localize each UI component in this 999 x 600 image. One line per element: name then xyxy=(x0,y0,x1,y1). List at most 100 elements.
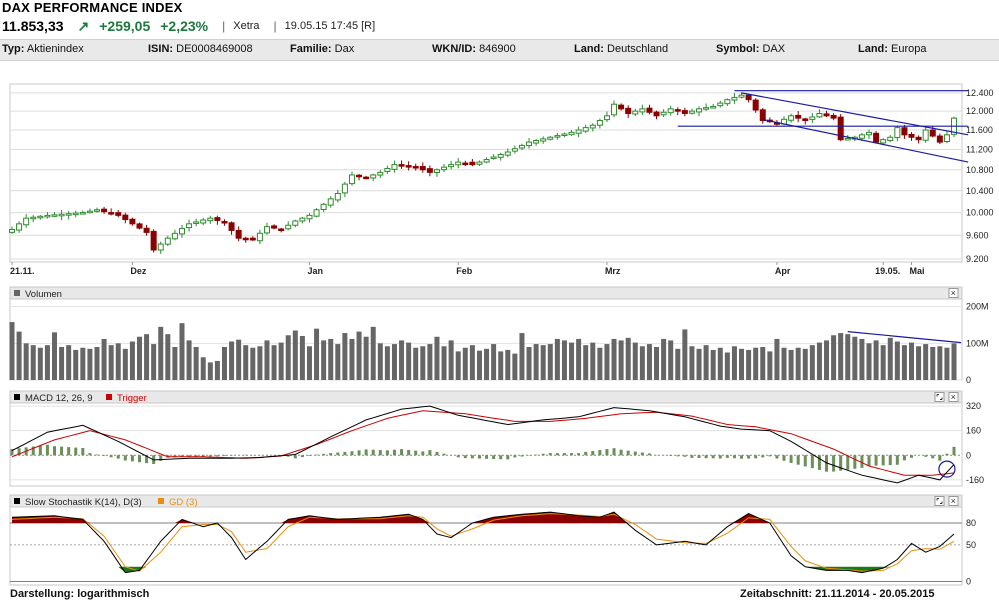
macd-histogram-bar xyxy=(421,451,425,456)
volume-bar xyxy=(654,347,660,380)
volume-bar xyxy=(455,351,461,380)
macd-close-button xyxy=(948,392,959,402)
macd-histogram-bar xyxy=(88,453,92,456)
candle-body xyxy=(186,223,193,229)
macd-histogram-bar xyxy=(499,455,503,460)
candle-body xyxy=(688,110,695,114)
volume-bar xyxy=(590,342,596,380)
candle-body xyxy=(157,243,164,251)
volume-bar xyxy=(37,347,43,380)
candle-body xyxy=(625,107,632,114)
info-country: Land: Deutschland xyxy=(574,43,669,55)
macd-histogram-bar xyxy=(683,455,687,457)
macd-histogram-bar xyxy=(463,455,467,459)
macd-histogram-bar xyxy=(832,455,836,472)
volume-bar xyxy=(158,326,164,380)
macd-histogram-bar xyxy=(145,455,149,464)
index-title: DAX PERFORMANCE INDEX xyxy=(2,0,183,15)
candle-body xyxy=(795,114,802,119)
macd-histogram-bar xyxy=(322,453,326,456)
stoch-y-tick: 0 xyxy=(966,576,971,586)
candle-body xyxy=(469,161,476,166)
volume-bar xyxy=(129,341,135,380)
candle-body xyxy=(596,119,603,126)
candle-body xyxy=(391,164,398,170)
macd-histogram-bar xyxy=(385,450,389,456)
macd-histogram-bar xyxy=(286,455,290,457)
macd-histogram-bar xyxy=(109,455,113,458)
macd-histogram-bar xyxy=(187,455,191,457)
candle-body xyxy=(58,213,65,217)
price-y-tick: 9.600 xyxy=(966,230,989,240)
volume-bar xyxy=(901,345,907,380)
candle-body xyxy=(554,135,561,138)
candle-body xyxy=(887,136,894,142)
macd-histogram-bar xyxy=(570,453,574,456)
candle-body xyxy=(844,137,851,141)
volume-bar xyxy=(243,345,249,380)
candle-body xyxy=(936,135,943,143)
macd-histogram-bar xyxy=(761,455,765,458)
volume-bar xyxy=(285,335,291,380)
macd-histogram-bar xyxy=(392,449,396,456)
macd-panel xyxy=(9,390,963,487)
candle-body xyxy=(894,127,901,138)
candle-body xyxy=(880,139,887,144)
volume-bar xyxy=(23,343,29,380)
candle-body xyxy=(575,129,582,134)
macd-histogram-bar xyxy=(803,455,807,467)
candle-body xyxy=(405,165,412,168)
macd-y-tick: 160 xyxy=(966,426,981,436)
candle-body xyxy=(93,209,100,212)
candle-body xyxy=(533,139,540,144)
quote-line: 11.853,33 ↗ +259,05 +2,23% | Xetra | 19.… xyxy=(2,17,375,35)
macd-histogram-bar xyxy=(825,455,829,472)
price-y-tick: 10.400 xyxy=(966,186,994,196)
macd-histogram-bar xyxy=(860,455,864,468)
candle-body xyxy=(518,144,525,149)
candle-body xyxy=(419,166,426,171)
macd-histogram-bar xyxy=(704,455,708,459)
macd-histogram-bar xyxy=(17,448,21,456)
volume-bar xyxy=(306,346,312,380)
macd-histogram-bar xyxy=(180,455,184,458)
change-percent: +2,23% xyxy=(160,18,209,34)
candle-body xyxy=(858,134,865,139)
volume-bar xyxy=(618,340,624,380)
volume-bar xyxy=(200,357,206,380)
candle-body xyxy=(115,212,122,216)
price-y-tick: 10.800 xyxy=(966,165,994,175)
volume-bar xyxy=(724,352,730,380)
candle-body xyxy=(178,228,185,235)
price-panel xyxy=(9,83,963,263)
candle-body xyxy=(717,102,724,107)
info-isin: ISIN: DE0008469008 xyxy=(148,43,253,55)
volume-bar xyxy=(824,340,830,380)
macd-histogram-bar xyxy=(945,453,949,456)
macd-histogram-bar xyxy=(633,451,637,456)
macd-histogram-bar xyxy=(591,450,595,456)
macd-histogram-bar xyxy=(952,446,956,456)
candle-body xyxy=(703,107,710,110)
macd-histogram-bar xyxy=(123,455,127,461)
volume-bar xyxy=(108,345,114,380)
candle-body xyxy=(462,162,469,166)
macd-histogram-bar xyxy=(541,453,545,456)
macd-histogram-bar xyxy=(867,455,871,467)
volume-bar xyxy=(894,341,900,380)
trigger-legend-swatch xyxy=(106,394,112,400)
volume-bar xyxy=(221,347,227,380)
macd-histogram-bar xyxy=(534,454,538,456)
macd-histogram-bar xyxy=(137,455,141,463)
stoch-y-tick: 80 xyxy=(966,518,976,528)
separator: | xyxy=(222,19,226,33)
macd-histogram-bar xyxy=(775,455,779,459)
candle-body xyxy=(384,167,391,172)
macd-histogram-bar xyxy=(116,455,120,459)
volume-panel-header xyxy=(9,286,963,300)
volume-bar xyxy=(639,346,645,380)
candle-body xyxy=(108,212,115,215)
macd-histogram-bar xyxy=(789,455,793,463)
volume-bar xyxy=(809,345,815,380)
volume-bar xyxy=(781,347,787,380)
